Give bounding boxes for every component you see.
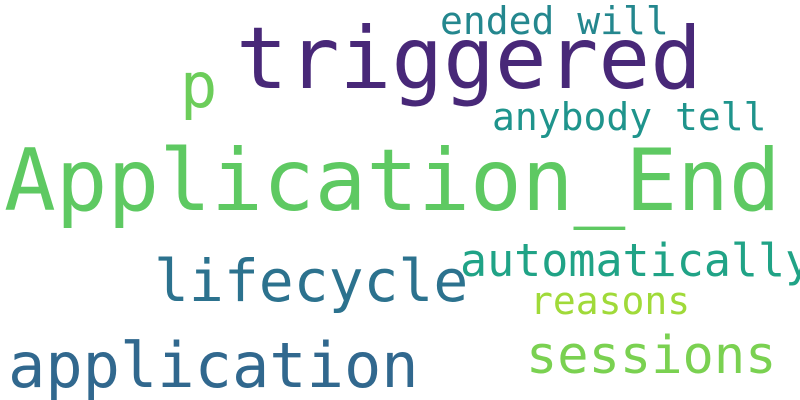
- word-triggered: triggered: [236, 9, 702, 109]
- word-ended-will: ended will: [440, 0, 669, 43]
- word-sessions: sessions: [526, 326, 777, 386]
- word-application-end: Application_End: [4, 131, 781, 231]
- word-reasons: reasons: [530, 279, 691, 323]
- word-application: application: [8, 329, 419, 400]
- word-automatically: automatically: [460, 234, 800, 287]
- word-p: p: [180, 49, 218, 122]
- word-anybody-tell: anybody tell: [492, 95, 767, 139]
- word-lifecycle: lifecycle: [154, 247, 469, 315]
